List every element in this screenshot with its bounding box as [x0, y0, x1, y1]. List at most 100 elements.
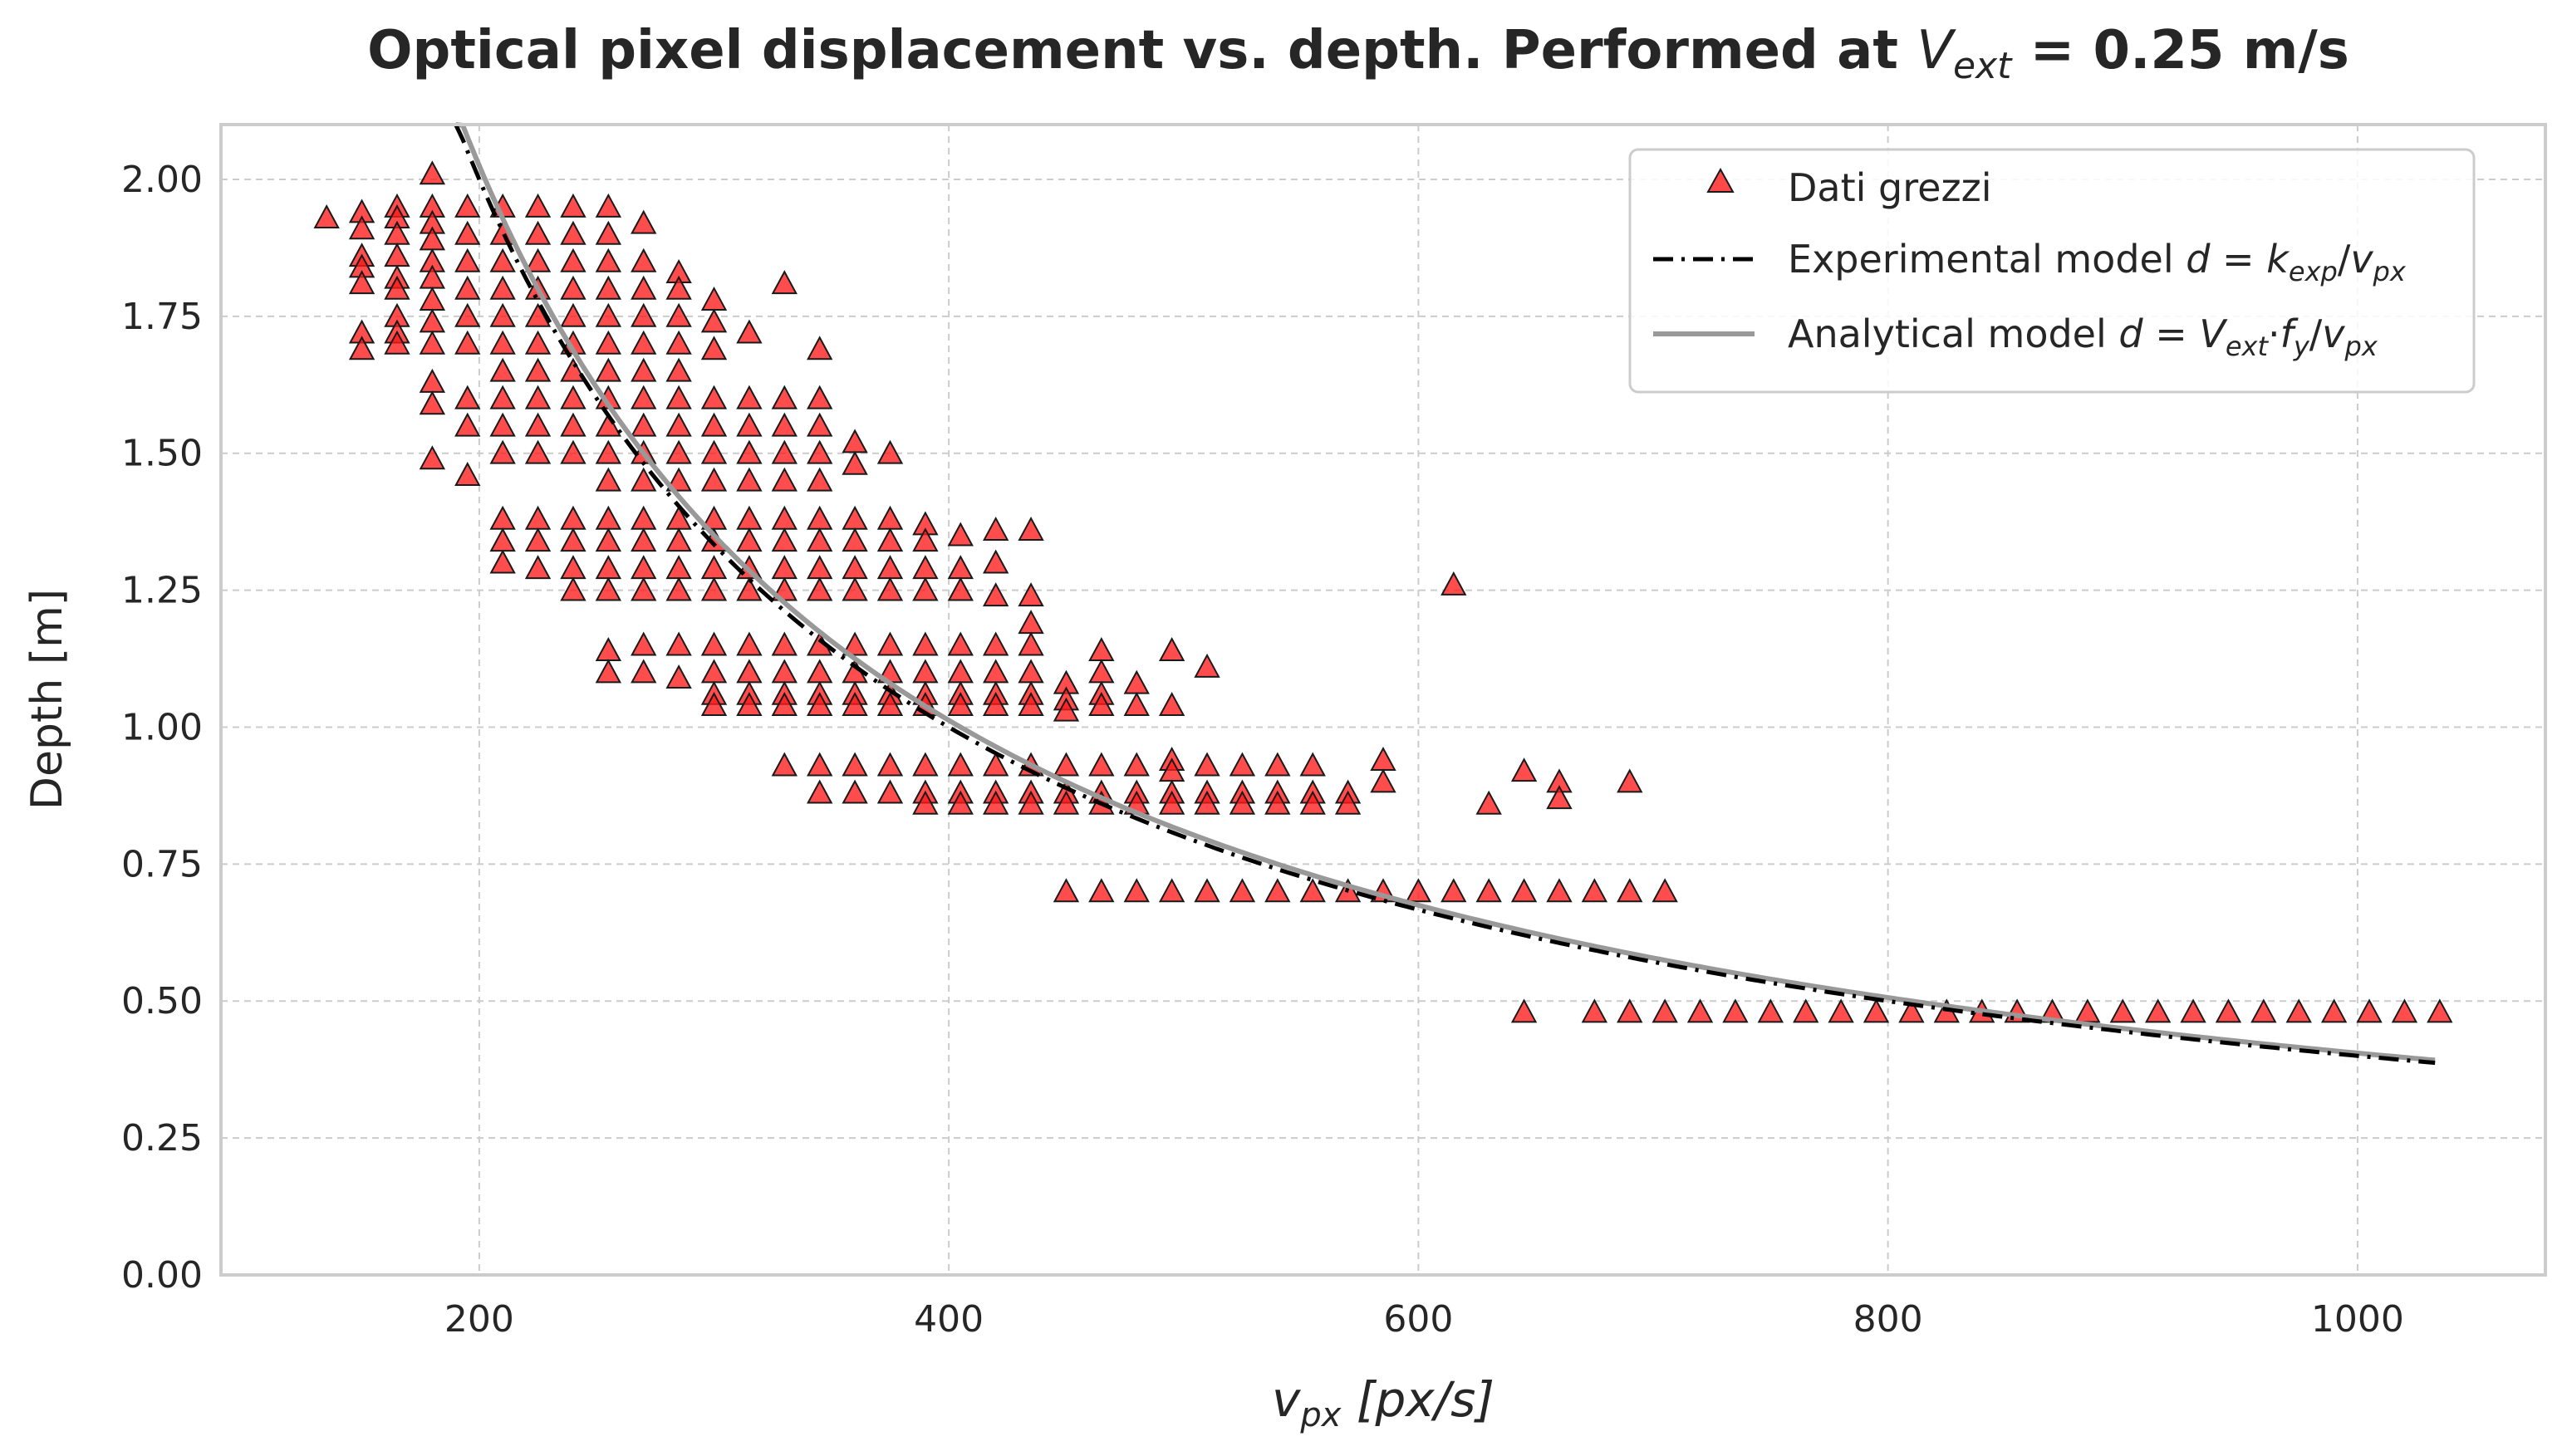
x-axis-label-sub: px [1299, 1396, 1341, 1434]
data-point [1546, 878, 1573, 903]
data-point [524, 193, 552, 218]
data-point [771, 467, 798, 492]
data-point [912, 790, 939, 815]
data-point [1299, 790, 1326, 815]
chart-title-prefix: Optical pixel displacement vs. depth. Pe… [367, 20, 1917, 81]
data-point [560, 275, 587, 300]
data-point [595, 659, 622, 684]
data-point [1158, 637, 1185, 662]
data-point [560, 220, 587, 245]
data-point [700, 336, 728, 360]
data-point [1194, 878, 1220, 903]
data-point [876, 752, 904, 777]
data-point [736, 576, 763, 601]
data-point [454, 275, 481, 300]
data-point [912, 576, 939, 601]
data-point [1088, 637, 1115, 662]
analytical-model-curve [455, 122, 2436, 1063]
data-point [807, 555, 833, 580]
legend-analytical-V: V [2199, 311, 2228, 356]
legend-experimental-v-sub: px [2373, 256, 2407, 287]
data-point [842, 429, 868, 453]
data-point [524, 357, 552, 382]
data-point [807, 439, 833, 464]
data-point [665, 385, 692, 409]
data-point [947, 576, 974, 601]
data-point [560, 527, 587, 552]
data-point [665, 467, 692, 492]
legend-experimental-name: Experimental model [1788, 237, 2174, 282]
data-point [1088, 878, 1115, 903]
data-point [1194, 790, 1220, 815]
legend-experimental-k-sub: exp [2289, 256, 2338, 287]
data-point [700, 439, 728, 464]
y-tick-label: 1.25 [121, 570, 203, 612]
data-point [419, 390, 446, 415]
data-point [1828, 998, 1854, 1023]
data-point [1018, 582, 1044, 607]
data-point [947, 555, 974, 580]
legend-analytical-name: Analytical model [1788, 311, 2107, 356]
data-point [313, 204, 340, 229]
data-point [665, 576, 692, 601]
data-point [842, 450, 868, 475]
y-tick-label: 1.75 [121, 296, 203, 338]
data-point [1299, 878, 1326, 903]
data-point [807, 467, 833, 492]
data-point [1722, 998, 1749, 1023]
data-point [595, 555, 622, 580]
data-point [348, 215, 375, 240]
data-point [489, 385, 516, 409]
data-point [771, 439, 798, 464]
data-point [1898, 998, 1925, 1023]
data-point [771, 631, 798, 656]
data-point [876, 691, 904, 716]
data-point [631, 412, 657, 437]
data-point [947, 691, 974, 716]
legend-analytical-f-sub: y [2293, 331, 2310, 362]
data-point [912, 752, 939, 777]
data-point [454, 302, 481, 327]
data-point [2250, 998, 2277, 1023]
data-point [454, 385, 481, 409]
data-point [384, 243, 410, 267]
data-point [1617, 768, 1643, 793]
data-point [595, 576, 622, 601]
data-point [736, 691, 763, 716]
data-point [1793, 998, 1819, 1023]
data-point [700, 576, 728, 601]
data-point [631, 527, 657, 552]
data-point [1229, 878, 1256, 903]
data-point [982, 790, 1009, 815]
data-point [1053, 878, 1080, 903]
data-point [454, 248, 481, 272]
data-point [631, 275, 657, 300]
chart-title: Optical pixel displacement vs. depth. Pe… [367, 20, 2349, 87]
data-point [736, 527, 763, 552]
data-point [842, 752, 868, 777]
data-point [524, 248, 552, 272]
data-point [524, 385, 552, 409]
data-point [454, 412, 481, 437]
data-point [1299, 752, 1326, 777]
data-point [631, 555, 657, 580]
legend-analytical-d: d [2118, 311, 2143, 356]
data-point [1370, 768, 1396, 793]
data-point [595, 412, 622, 437]
data-point [982, 659, 1009, 684]
data-point [489, 505, 516, 530]
data-point [842, 631, 868, 656]
data-point [947, 790, 974, 815]
data-point [489, 275, 516, 300]
data-point [1053, 790, 1080, 815]
data-point [807, 691, 833, 716]
data-point [700, 385, 728, 409]
data-point [1264, 752, 1291, 777]
data-point [419, 286, 446, 311]
data-point [1652, 878, 1678, 903]
data-point [912, 659, 939, 684]
data-point [912, 631, 939, 656]
data-point [419, 330, 446, 355]
data-point [524, 555, 552, 580]
